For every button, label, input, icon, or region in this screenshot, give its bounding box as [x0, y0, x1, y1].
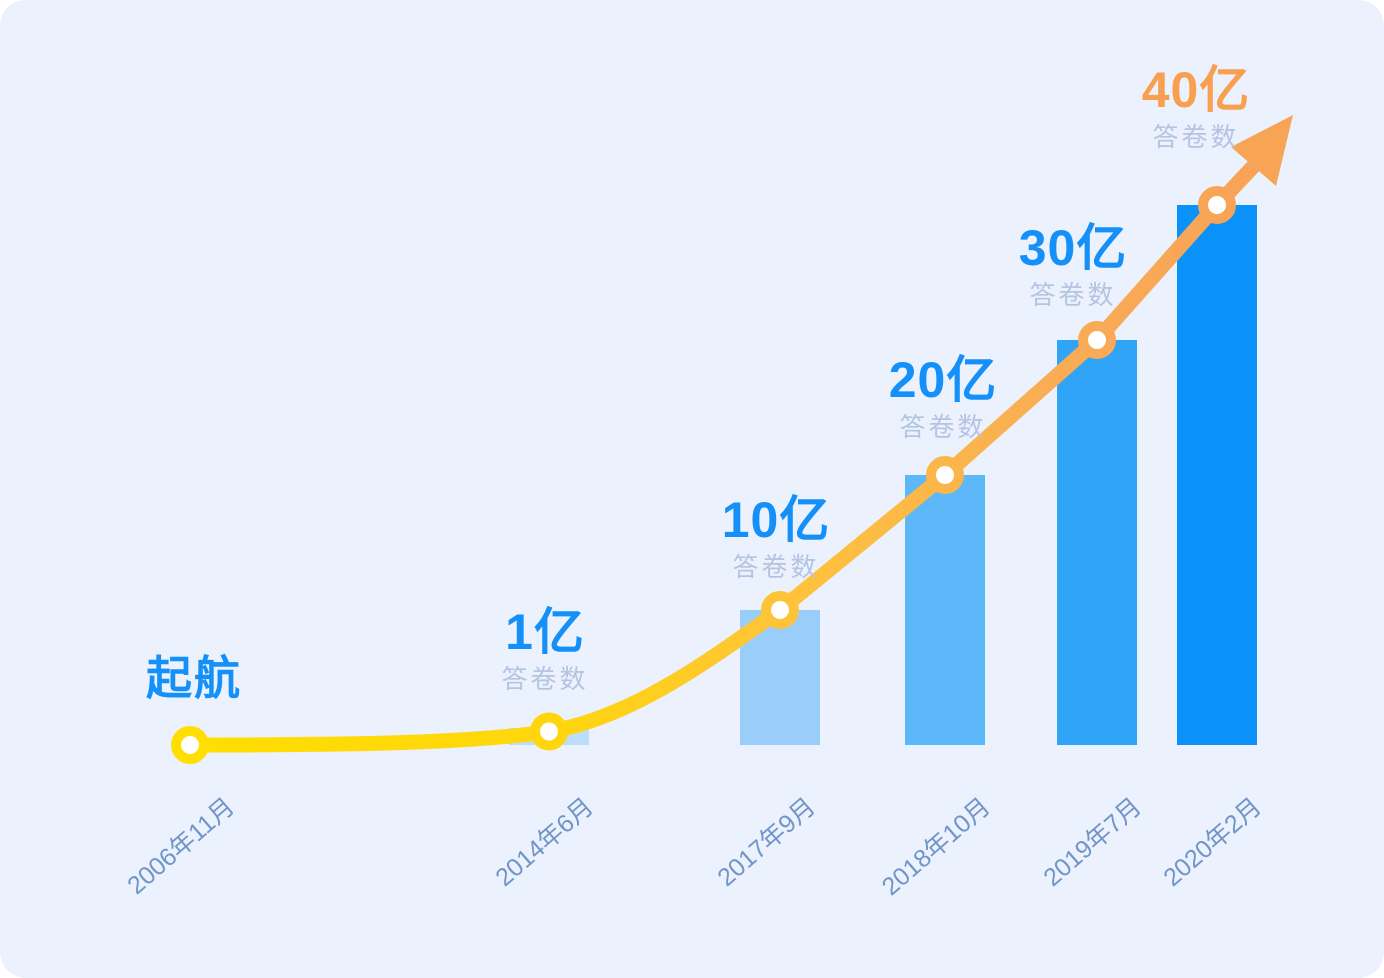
bar-2020年2月 [1177, 205, 1257, 745]
data-point-marker-2014年6月 [530, 712, 568, 751]
point-label-group: 40亿 答卷数 [1142, 63, 1251, 152]
value-sublabel: 答卷数 [1152, 122, 1240, 152]
bar-2018年10月 [905, 475, 985, 745]
value-label: 10亿 [721, 492, 831, 548]
point-label-group: 10亿 答卷数 [722, 493, 831, 582]
value-sublabel: 答卷数 [732, 552, 820, 582]
point-label-group: 20亿 答卷数 [889, 353, 998, 442]
bar-2019年7月 [1057, 340, 1137, 745]
data-point-marker-2018年10月 [926, 456, 964, 494]
data-point-marker-2006年11月 [171, 726, 209, 764]
value-label: 20亿 [888, 352, 998, 408]
value-sublabel: 答卷数 [1029, 280, 1117, 310]
data-point-marker-2019年7月 [1078, 321, 1116, 359]
point-label-group: 1亿 答卷数 [501, 605, 588, 694]
value-label: 30亿 [1018, 220, 1128, 276]
start-point-label: 起航 [146, 652, 242, 704]
point-label-group: 30亿 答卷数 [1019, 221, 1128, 310]
value-sublabel: 答卷数 [899, 412, 987, 442]
data-point-marker-2017年9月 [761, 591, 799, 629]
data-point-marker-2020年2月 [1198, 186, 1236, 224]
arrow-head-icon [1231, 115, 1293, 186]
value-label: 1亿 [505, 604, 585, 660]
value-sublabel: 答卷数 [501, 664, 589, 694]
value-label: 40亿 [1141, 62, 1251, 118]
